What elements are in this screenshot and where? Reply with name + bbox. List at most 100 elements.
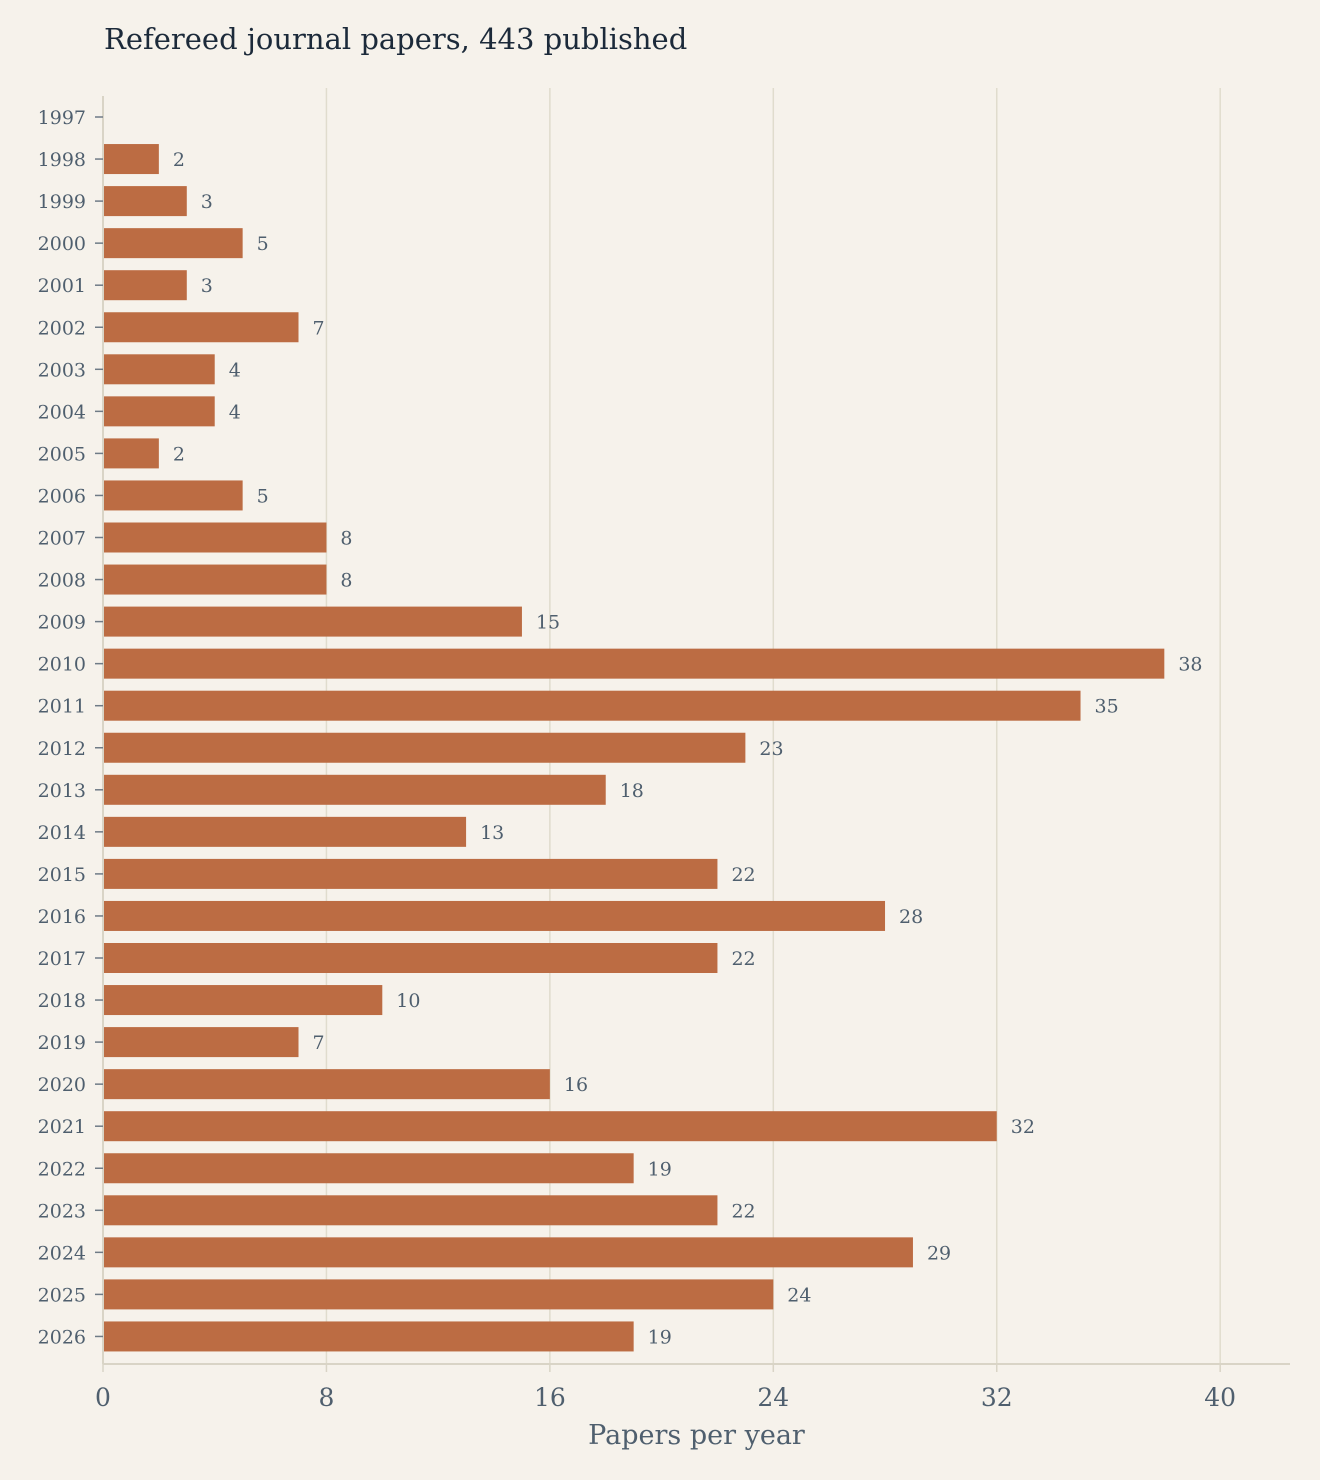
data-label: 18 (620, 780, 644, 802)
bar (103, 858, 718, 889)
y-tick-label: 2019 (38, 1032, 86, 1054)
y-tick-label: 2010 (38, 654, 86, 676)
data-label: 22 (731, 864, 755, 886)
data-label: 19 (648, 1158, 672, 1180)
data-label: 7 (313, 1032, 325, 1054)
data-label: 29 (927, 1242, 951, 1264)
y-tick-label: 2006 (38, 485, 86, 507)
y-tick-label: 1998 (38, 149, 86, 171)
y-tick-label: 2025 (38, 1284, 86, 1306)
x-tick-label: 0 (95, 1383, 111, 1412)
y-tick-label: 2020 (38, 1074, 86, 1096)
bar (103, 732, 746, 763)
x-tick-label: 24 (757, 1383, 789, 1412)
bar (103, 186, 187, 217)
data-label: 23 (759, 738, 783, 760)
data-label: 3 (201, 191, 213, 213)
bar (103, 648, 1165, 679)
bar (103, 270, 187, 301)
y-tick-label: 2005 (38, 443, 86, 465)
bar (103, 522, 327, 553)
bar (103, 228, 243, 259)
data-label: 10 (396, 990, 420, 1012)
bar (103, 480, 243, 511)
bar (103, 144, 159, 175)
bar (103, 774, 606, 805)
y-tick-label: 2016 (38, 906, 86, 928)
bar (103, 900, 886, 931)
bars: 2353744258815383523181322282210716321922… (103, 144, 1203, 1352)
data-label: 3 (201, 275, 213, 297)
x-tick-label: 8 (318, 1383, 334, 1412)
bar (103, 1321, 634, 1352)
bar (103, 396, 215, 427)
data-label: 24 (787, 1284, 811, 1306)
y-tick-label: 2007 (38, 528, 86, 550)
y-tick-label: 1997 (38, 107, 86, 129)
bar (103, 312, 299, 343)
data-label: 22 (731, 1200, 755, 1222)
bar (103, 606, 522, 637)
y-tick-label: 2024 (38, 1242, 86, 1264)
data-label: 19 (648, 1326, 672, 1348)
bar (103, 1237, 913, 1268)
data-label: 5 (257, 233, 269, 255)
bar (103, 1027, 299, 1058)
data-label: 38 (1178, 654, 1202, 676)
data-label: 32 (1011, 1116, 1035, 1138)
grid-lines (325, 88, 1221, 1364)
y-tick-label: 2023 (38, 1200, 86, 1222)
data-label: 4 (229, 401, 241, 423)
data-label: 2 (173, 149, 185, 171)
data-label: 2 (173, 443, 185, 465)
y-tick-label: 2018 (38, 990, 86, 1012)
data-label: 13 (480, 822, 504, 844)
y-tick-label: 2013 (38, 780, 86, 802)
data-label: 28 (899, 906, 923, 928)
y-tick-label: 2022 (38, 1158, 86, 1180)
y-tick-label: 2002 (38, 317, 86, 339)
bar (103, 985, 383, 1016)
bar (103, 564, 327, 595)
chart-title: Refereed journal papers, 443 published (104, 22, 688, 56)
data-label: 15 (536, 612, 560, 634)
bar (103, 1279, 774, 1310)
bar (103, 1153, 634, 1184)
data-label: 5 (257, 485, 269, 507)
y-axis: 1997 1998 1999 2000 2001 2002 2003 2004 2005 2006… (38, 96, 104, 1364)
data-label: 4 (229, 359, 241, 381)
bar (103, 1111, 997, 1142)
bar (103, 438, 159, 469)
y-tick-label: 2011 (38, 696, 86, 718)
y-tick-label: 2015 (38, 864, 86, 886)
y-tick-label: 2026 (38, 1326, 86, 1348)
bar (103, 1069, 550, 1100)
y-tick-label: 2021 (38, 1116, 86, 1138)
x-axis: 0 8 16 24 32 40 (95, 1363, 1290, 1412)
bar (103, 354, 215, 385)
data-label: 35 (1095, 696, 1119, 718)
x-axis-title: Papers per year (588, 1420, 805, 1451)
data-label: 8 (340, 528, 352, 550)
data-label: 16 (564, 1074, 588, 1096)
y-tick-label: 2001 (38, 275, 86, 297)
y-tick-label: 2012 (38, 738, 86, 760)
x-tick-label: 32 (981, 1383, 1013, 1412)
data-label: 7 (313, 317, 325, 339)
bar (103, 1195, 718, 1226)
bar (103, 943, 718, 973)
y-tick-label: 2003 (38, 359, 86, 381)
x-tick-label: 40 (1204, 1383, 1236, 1412)
y-tick-label: 2008 (38, 570, 86, 592)
y-tick-label: 1999 (38, 191, 86, 213)
y-tick-label: 2014 (38, 822, 86, 844)
y-tick-label: 2000 (38, 233, 86, 255)
data-label: 22 (731, 948, 755, 970)
y-tick-label: 2004 (38, 401, 86, 423)
y-tick-label: 2009 (38, 612, 86, 634)
y-tick-label: 2017 (38, 948, 86, 970)
bar (103, 690, 1081, 721)
bar (103, 816, 467, 847)
